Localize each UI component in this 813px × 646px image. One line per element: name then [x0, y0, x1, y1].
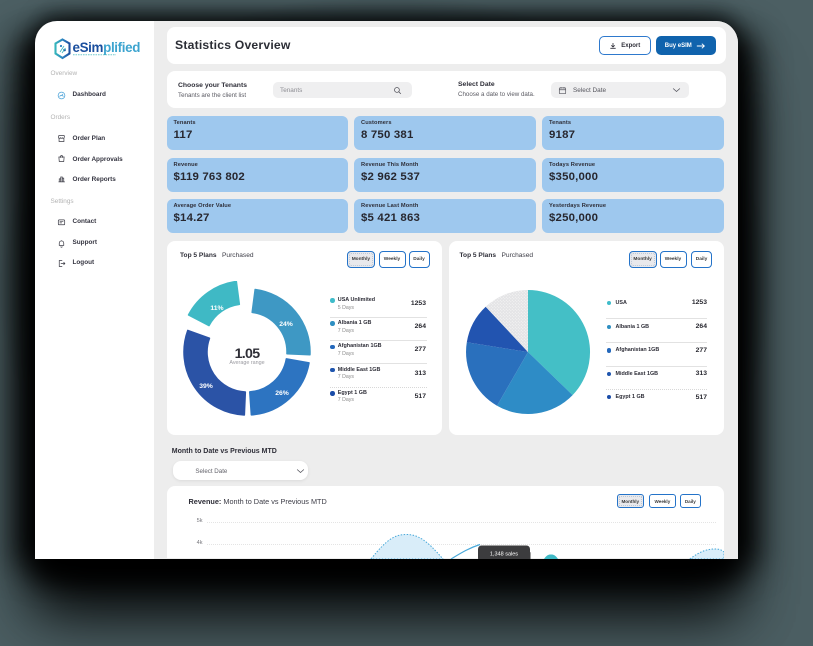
svg-text:39%: 39% — [199, 383, 213, 390]
svg-text:24%: 24% — [279, 321, 293, 328]
svg-text:26%: 26% — [275, 390, 289, 397]
svg-text:eSimplified: eSimplified — [72, 39, 140, 54]
svg-text:1,348 sales: 1,348 sales — [489, 551, 517, 557]
svg-text:11%: 11% — [210, 305, 223, 312]
